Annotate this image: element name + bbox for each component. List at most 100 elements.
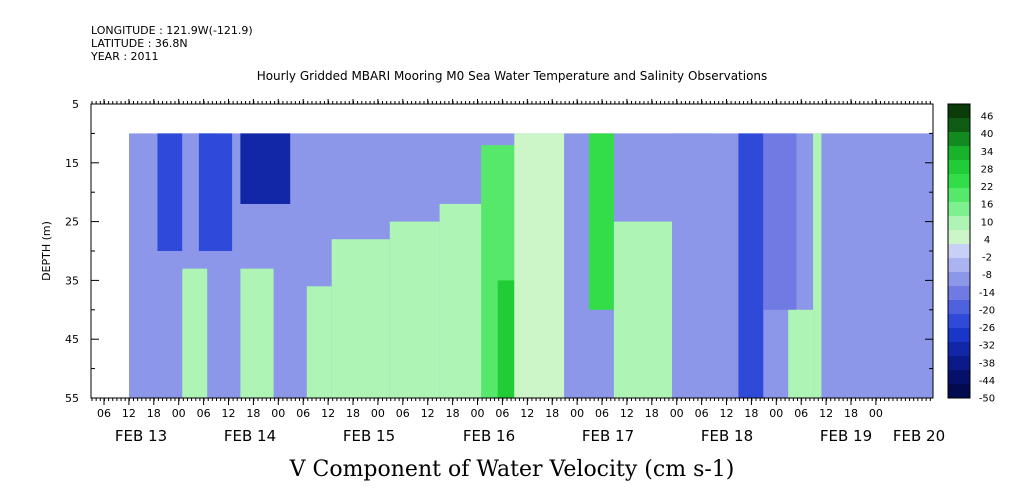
y-tick-label: 45	[65, 333, 79, 346]
field-band	[613, 221, 672, 398]
colorbar-segment	[948, 370, 970, 385]
x-tick-label: 18	[446, 407, 460, 420]
x-tick-label: 00	[570, 407, 584, 420]
x-tick-label: 12	[620, 407, 634, 420]
colorbar-label: 22	[981, 182, 994, 193]
x-day-label: FEB 19	[820, 427, 872, 445]
x-tick-label: 18	[545, 407, 559, 420]
x-day-label: FEB 20	[893, 427, 945, 445]
x-tick-label: 12	[520, 407, 534, 420]
x-day-label: FEB 14	[224, 427, 276, 445]
colorbar-frame	[947, 103, 971, 399]
colorbar-label: -50	[979, 394, 995, 405]
x-tick-label: 12	[222, 407, 236, 420]
colorbar-label: -8	[982, 270, 992, 281]
field-band	[306, 286, 332, 398]
colorbar-segment	[948, 188, 970, 203]
colorbar: 46 40 34 28 22 16 10 4 -2 -8 -14 -20 -26 -32 -38 -44 -50	[947, 103, 995, 405]
colorbar-segment	[948, 272, 970, 287]
x-tick-label: 12	[122, 407, 136, 420]
x-day-label: FEB 15	[343, 427, 395, 445]
x-tick-label: 12	[421, 407, 435, 420]
x-tick-label: 18	[246, 407, 260, 420]
colorbar-label: 10	[981, 217, 994, 228]
x-tick-label: 06	[495, 407, 509, 420]
field-band	[389, 221, 440, 398]
colorbar-label: -14	[979, 288, 995, 299]
colorbar-segment	[948, 384, 970, 399]
colorbar-segment	[948, 104, 970, 119]
colorbar-segment	[948, 356, 970, 371]
x-tick-label: 00	[769, 407, 783, 420]
colorbar-label: -38	[979, 358, 995, 369]
chart-title: Hourly Gridded MBARI Mooring M0 Sea Wate…	[257, 69, 768, 83]
y-tick-label: 55	[65, 392, 79, 405]
field-band	[240, 268, 274, 398]
x-tick-label: 18	[844, 407, 858, 420]
x-tick-label: 06	[97, 407, 111, 420]
axes: 06 12 18 00 06 12 18 00 06 12 18 00 06 12 18 00 06 12 18 00…	[65, 98, 945, 445]
year-label: YEAR : 2011	[91, 50, 159, 63]
colorbar-label: -26	[979, 323, 995, 334]
x-tick-label: 00	[471, 407, 485, 420]
x-tick-label: 12	[819, 407, 833, 420]
x-tick-label: 18	[744, 407, 758, 420]
colorbar-label: 16	[981, 200, 994, 211]
colorbar-segment	[948, 230, 970, 245]
field-band	[240, 133, 291, 204]
field-band	[763, 133, 797, 310]
colorbar-label: 34	[981, 147, 994, 158]
x-tick-label: 06	[296, 407, 310, 420]
colorbar-label: -44	[979, 376, 995, 387]
x-tick-label: 00	[869, 407, 883, 420]
x-tick-label: 18	[147, 407, 161, 420]
field-band	[514, 133, 565, 398]
field-band	[813, 133, 822, 398]
x-tick-label: 00	[371, 407, 385, 420]
field-band	[157, 133, 183, 251]
colorbar-label: 46	[981, 112, 994, 123]
field-band	[788, 309, 814, 398]
longitude-label: LONGITUDE : 121.9W(-121.9)	[91, 24, 253, 37]
colorbar-label: -2	[982, 253, 992, 264]
y-tick-label: 25	[65, 216, 79, 229]
x-tick-label: 12	[321, 407, 335, 420]
x-day-label: FEB 16	[463, 427, 515, 445]
colorbar-label: 40	[981, 129, 994, 140]
y-tick-label: 15	[65, 157, 79, 170]
x-day-label: FEB 13	[115, 427, 167, 445]
field-band	[589, 133, 614, 310]
colorbar-label: 28	[981, 164, 994, 175]
field-band	[331, 239, 390, 398]
x-tick-label: 06	[396, 407, 410, 420]
field-band	[672, 133, 714, 398]
colorbar-segment	[948, 118, 970, 133]
colorbar-segment	[948, 132, 970, 147]
colorbar-segment	[948, 174, 970, 189]
colorbar-segment	[948, 342, 970, 357]
y-tick-label: 5	[72, 98, 79, 111]
x-day-label: FEB 18	[701, 427, 753, 445]
colorbar-segment	[948, 160, 970, 175]
colorbar-segment	[948, 244, 970, 259]
x-tick-label: 06	[695, 407, 709, 420]
x-tick-label: 18	[346, 407, 360, 420]
field-band	[738, 133, 764, 398]
y-tick-label: 35	[65, 274, 79, 287]
colorbar-segment	[948, 300, 970, 315]
colorbar-segment	[948, 202, 970, 217]
x-day-label: FEB 17	[582, 427, 634, 445]
x-axis-label: V Component of Water Velocity (cm s-1)	[289, 457, 735, 482]
latitude-label: LATITUDE : 36.8N	[91, 37, 188, 50]
plot-area	[129, 133, 933, 398]
field-band	[182, 268, 208, 398]
y-axis-label: DEPTH (m)	[40, 221, 53, 281]
colorbar-label: -20	[979, 305, 995, 316]
x-tick-label: 06	[595, 407, 609, 420]
field-band	[198, 133, 233, 251]
colorbar-label: 4	[984, 235, 990, 246]
field-band	[497, 280, 515, 398]
colorbar-label: -32	[979, 341, 995, 352]
x-tick-label: 06	[197, 407, 211, 420]
